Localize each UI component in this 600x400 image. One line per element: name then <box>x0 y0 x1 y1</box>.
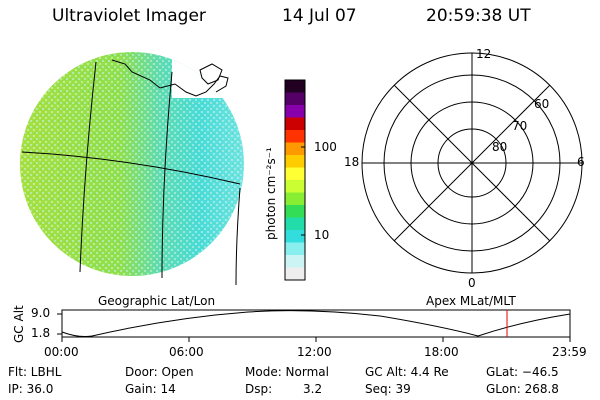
altitude-xtick-1800: 18:00 <box>424 345 459 359</box>
mlat-label-80: 80 <box>492 140 508 154</box>
colorbar-segment <box>285 92 305 106</box>
altitude-ytick-9: 9.0 <box>31 306 51 320</box>
mlt-label-18: 18 <box>344 155 360 169</box>
app-title: Ultraviolet Imager <box>52 6 206 26</box>
colorbar-segment <box>285 267 305 281</box>
gc-alt-readout: GC Alt: 4.4 Re <box>365 365 449 379</box>
dsp-value: 3.2 <box>303 382 323 396</box>
glat-readout: GLat: −46.5 <box>486 365 559 379</box>
gain-readout: Gain: 14 <box>125 382 176 396</box>
geo-grid <box>21 61 241 286</box>
colorbar-tick-10: 10 <box>314 228 330 242</box>
mlt-label-12: 12 <box>476 47 492 61</box>
glon-readout: GLon: 268.8 <box>486 382 559 396</box>
polar-grid <box>361 52 583 274</box>
colorbar-segment <box>285 105 305 118</box>
island-outline <box>199 63 223 85</box>
mlat-label-60: 60 <box>534 97 550 111</box>
door-readout: Door: Open <box>125 365 194 379</box>
colorbar-segment <box>285 155 305 168</box>
colorbar-segment <box>285 180 305 193</box>
colorbar-segment <box>285 130 305 143</box>
mlat-label-70: 70 <box>512 119 528 133</box>
mlt-label-0: 0 <box>468 276 476 290</box>
altitude-ytick-1-8: 1.8 <box>31 326 51 340</box>
colorbar-segment <box>285 192 305 206</box>
seq-readout: Seq: 39 <box>365 382 411 396</box>
colorbar-segment <box>285 230 305 243</box>
mlt-label-6: 6 <box>577 155 585 169</box>
apex-grid-label: Apex MLat/MLT <box>426 294 516 308</box>
altitude-xtick-2359: 23:59 <box>552 345 587 359</box>
altitude-xtick-0000: 00:00 <box>44 345 79 359</box>
geo-grid-label: Geographic Lat/Lon <box>98 294 216 308</box>
colorbar-segment <box>285 242 305 256</box>
colorbar-axis-label: photon cm⁻²s⁻¹ <box>264 147 278 240</box>
altitude-curve <box>61 310 571 337</box>
altitude-ylabel: GC Alt <box>12 305 26 343</box>
colorbar-segment <box>285 217 305 231</box>
altitude-plot <box>57 309 571 342</box>
colorbar-segment <box>285 117 305 131</box>
dsp-label: Dsp: <box>245 382 273 396</box>
mode-readout: Mode: Normal <box>245 365 329 379</box>
filter-readout: Flt: LBHL <box>8 365 62 379</box>
colorbar <box>284 79 306 281</box>
colorbar-segment <box>285 255 305 268</box>
image-time: 20:59:38 UT <box>426 6 531 26</box>
colorbar-segment <box>285 80 305 93</box>
coastline-outline <box>111 59 229 97</box>
colorbar-segment <box>285 167 305 181</box>
altitude-xtick-0600: 06:00 <box>169 345 204 359</box>
altitude-xtick-1200: 12:00 <box>297 345 332 359</box>
colorbar-tick-100: 100 <box>314 140 337 154</box>
ip-readout: IP: 36.0 <box>8 382 54 396</box>
image-date: 14 Jul 07 <box>282 6 357 26</box>
colorbar-segment <box>285 205 305 218</box>
colorbar-segment <box>285 142 305 156</box>
